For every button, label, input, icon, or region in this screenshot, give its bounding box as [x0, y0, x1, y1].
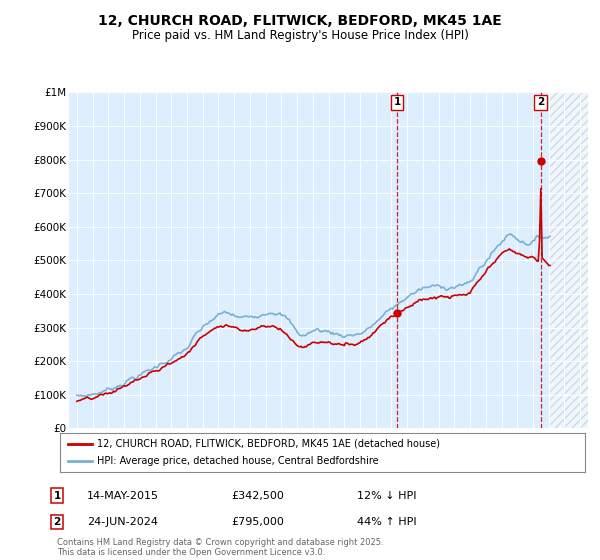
Text: 44% ↑ HPI: 44% ↑ HPI: [357, 517, 416, 527]
Text: HPI: Average price, detached house, Central Bedfordshire: HPI: Average price, detached house, Cent…: [97, 456, 379, 466]
Text: £795,000: £795,000: [231, 517, 284, 527]
Text: 1: 1: [394, 97, 401, 108]
Text: £342,500: £342,500: [231, 491, 284, 501]
Text: 12% ↓ HPI: 12% ↓ HPI: [357, 491, 416, 501]
Text: 2: 2: [53, 517, 61, 527]
Text: 1: 1: [53, 491, 61, 501]
Text: Price paid vs. HM Land Registry's House Price Index (HPI): Price paid vs. HM Land Registry's House …: [131, 29, 469, 42]
Text: 2: 2: [537, 97, 544, 108]
Bar: [548, 59, 588, 428]
Text: 12, CHURCH ROAD, FLITWICK, BEDFORD, MK45 1AE (detached house): 12, CHURCH ROAD, FLITWICK, BEDFORD, MK45…: [97, 438, 440, 449]
Text: 24-JUN-2024: 24-JUN-2024: [87, 517, 158, 527]
Text: Contains HM Land Registry data © Crown copyright and database right 2025.
This d: Contains HM Land Registry data © Crown c…: [57, 538, 383, 557]
Text: 14-MAY-2015: 14-MAY-2015: [87, 491, 159, 501]
Text: 12, CHURCH ROAD, FLITWICK, BEDFORD, MK45 1AE: 12, CHURCH ROAD, FLITWICK, BEDFORD, MK45…: [98, 14, 502, 28]
